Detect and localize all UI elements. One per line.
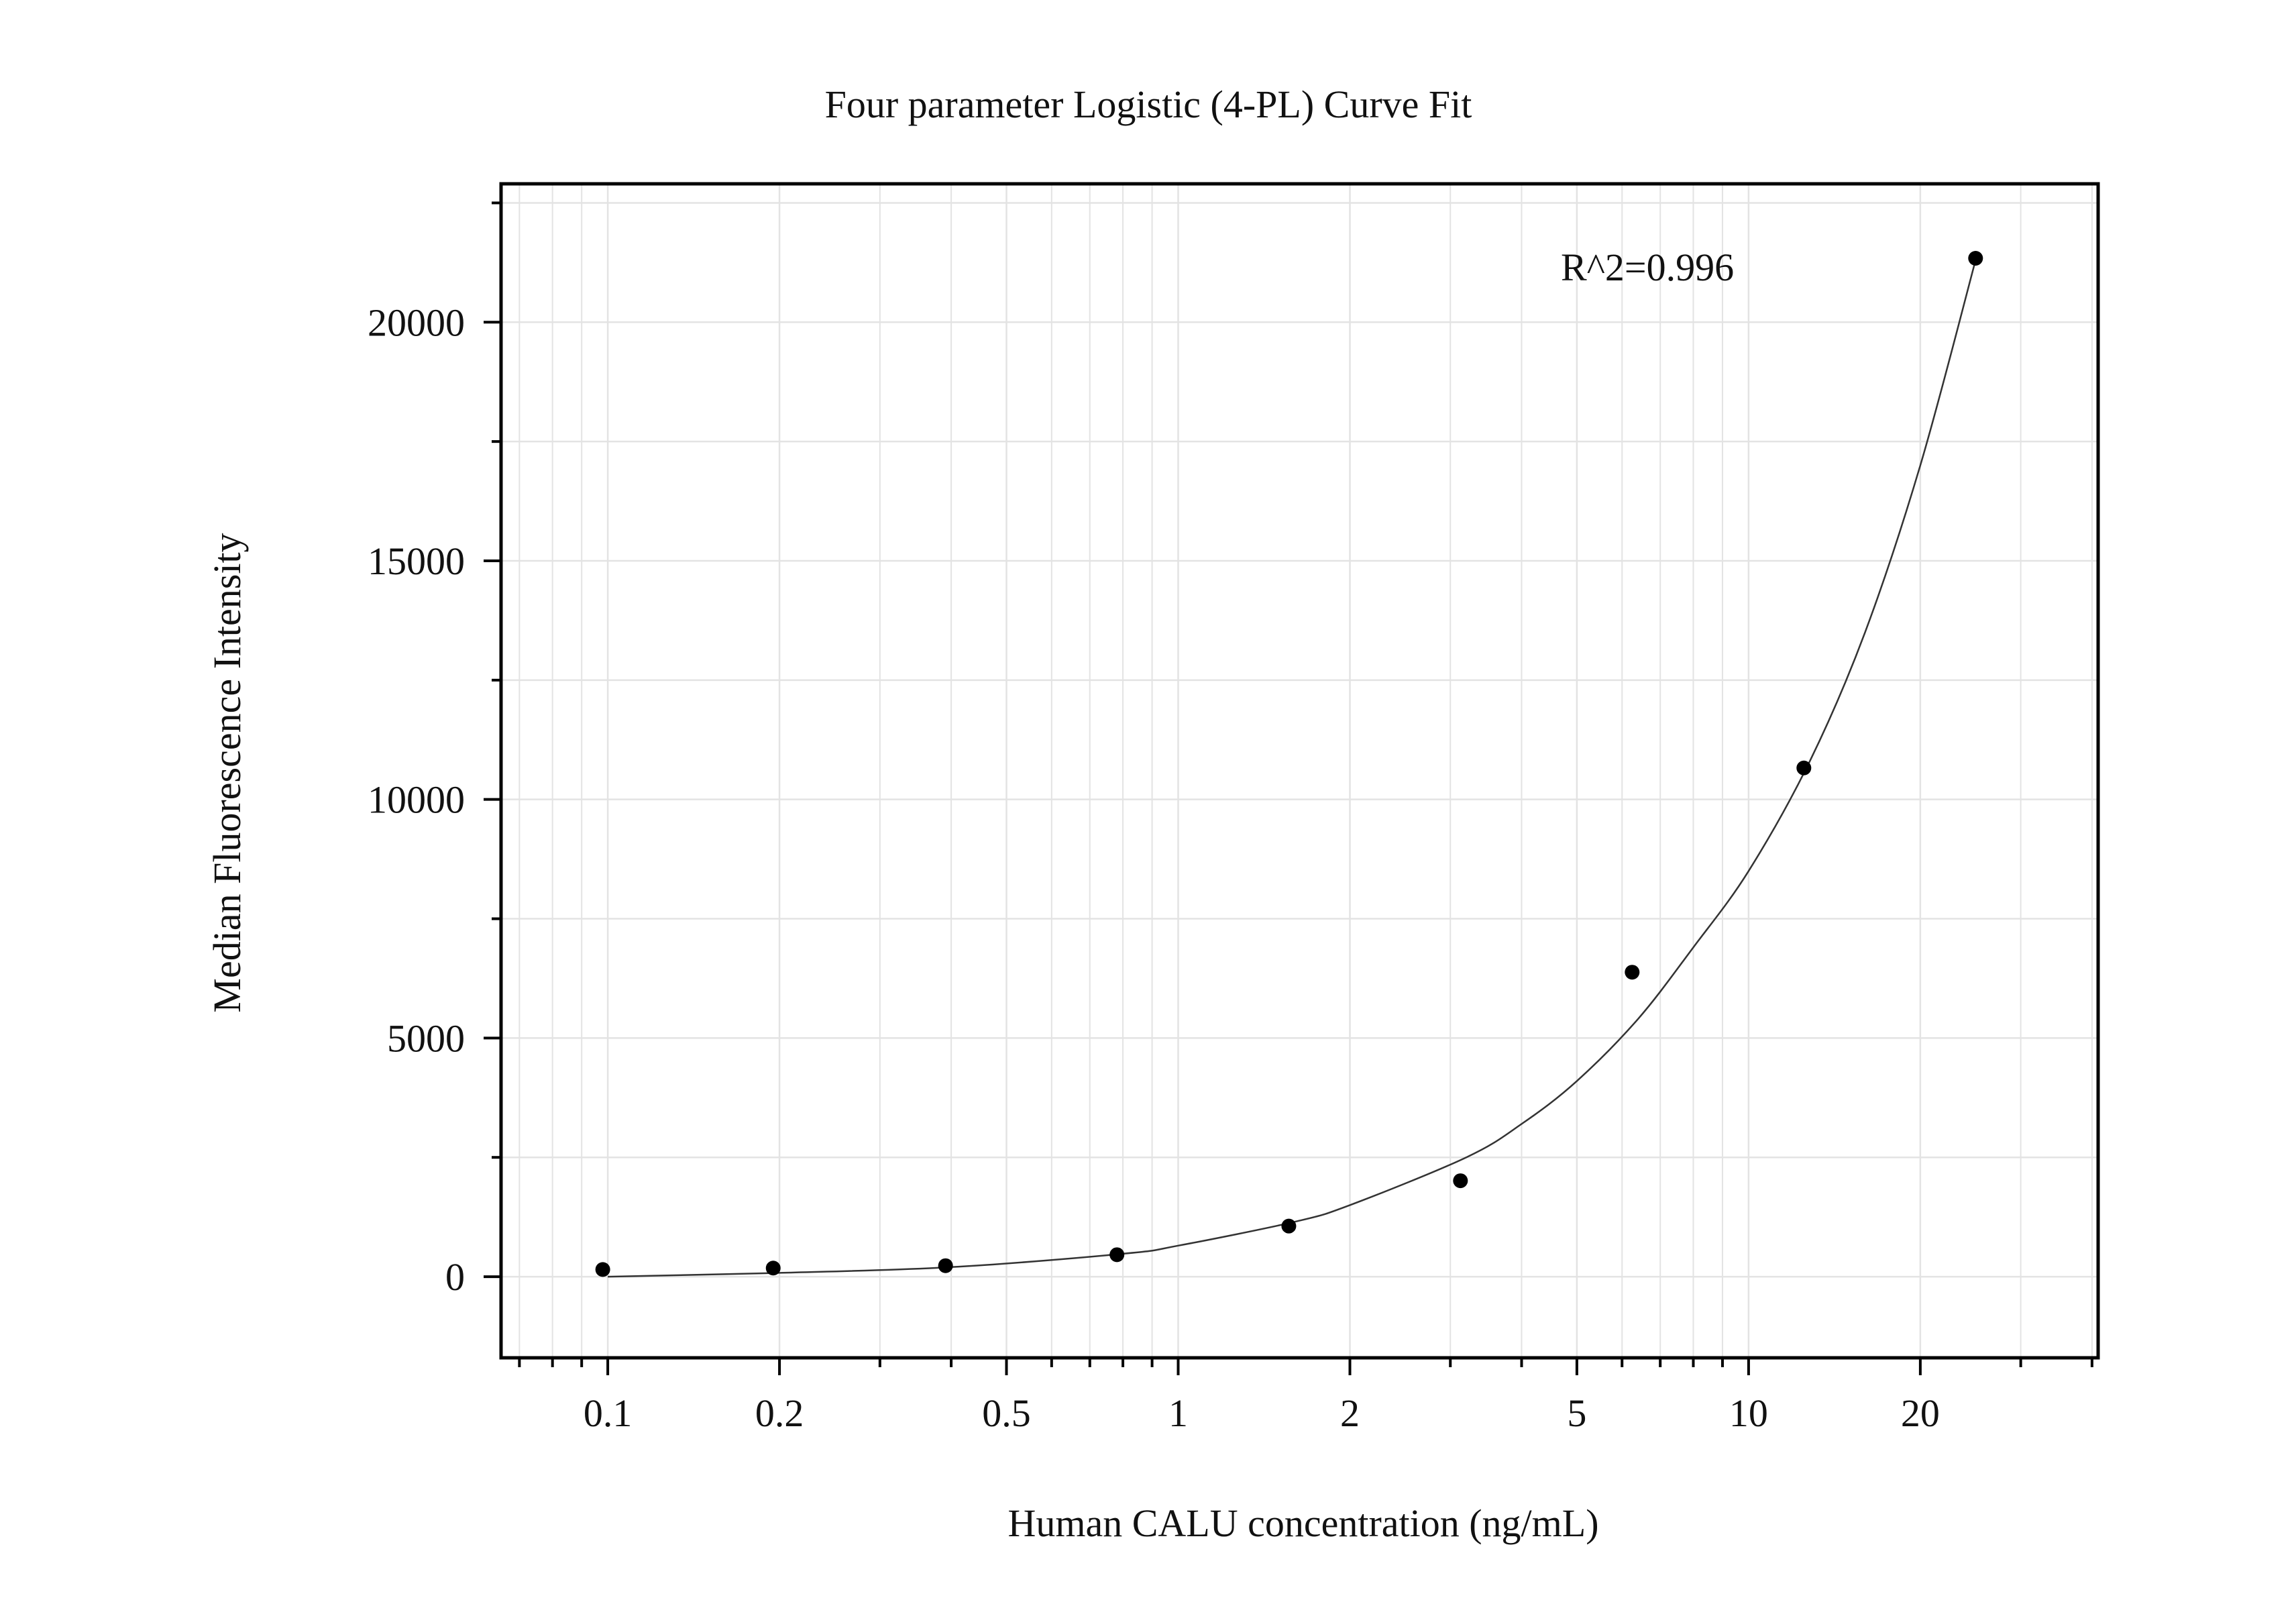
x-tick-label: 20 <box>1901 1391 1940 1435</box>
axis-ticks <box>484 201 2093 1375</box>
r-squared-annotation: R^2=0.996 <box>1561 246 1734 289</box>
y-tick-label: 5000 <box>387 1016 465 1060</box>
x-tick-labels: 0.1 0.2 0.5 1 2 5 10 20 <box>584 1391 1940 1435</box>
y-tick-label: 10000 <box>368 778 465 822</box>
x-tick-label: 10 <box>1729 1391 1768 1435</box>
data-point <box>1281 1218 1297 1234</box>
y-tick-label: 0 <box>445 1255 465 1299</box>
data-points-layer <box>595 250 1983 1277</box>
x-tick-label: 0.2 <box>755 1391 804 1435</box>
plot-frame <box>499 182 2100 1360</box>
data-point <box>1109 1247 1125 1263</box>
data-point <box>1968 250 1983 266</box>
x-tick-label: 1 <box>1168 1391 1188 1435</box>
x-axis-label: Human CALU concentration (ng/mL) <box>1007 1501 1598 1545</box>
x-tick-label: 0.1 <box>584 1391 633 1435</box>
y-tick-label: 20000 <box>368 301 465 344</box>
data-point <box>595 1262 610 1277</box>
y-tick-label: 15000 <box>368 539 465 583</box>
grid-lines <box>501 184 2098 1358</box>
chart-title: Four parameter Logistic (4-PL) Curve Fit <box>825 83 1472 126</box>
x-tick-label: 2 <box>1340 1391 1360 1435</box>
x-tick-label: 0.5 <box>982 1391 1031 1435</box>
data-point <box>1796 760 1812 776</box>
data-point <box>1625 965 1640 980</box>
data-point <box>1453 1173 1468 1189</box>
data-point <box>938 1258 953 1273</box>
fit-curve <box>608 260 1977 1278</box>
data-point <box>765 1261 781 1276</box>
x-tick-label: 5 <box>1567 1391 1586 1435</box>
y-tick-labels: 0 5000 10000 15000 20000 <box>368 301 465 1299</box>
y-axis-label: Median Fluorescence Intensity <box>205 533 249 1012</box>
fit-curve-layer <box>608 260 1977 1278</box>
